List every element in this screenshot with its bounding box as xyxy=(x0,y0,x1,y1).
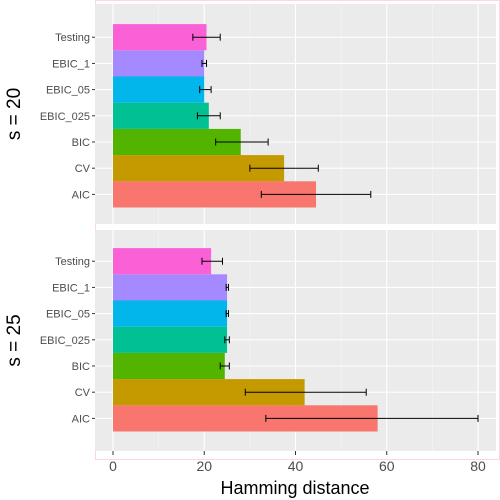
error-bar-ebic_025 xyxy=(196,112,221,120)
panels-layer: AIC CV BIC EBIC_025 EBIC_05 EBIC_1 Testing s = … xyxy=(4,4,496,451)
x-axis: 0 20 40 60 80 xyxy=(109,451,486,474)
x-axis-title: Hamming distance xyxy=(220,478,369,498)
error-bar-bic xyxy=(219,362,230,370)
y-tick-label: AIC xyxy=(72,413,90,425)
bar-ebic_05 xyxy=(113,76,205,103)
error-bar-ebic_1 xyxy=(225,283,229,291)
y-tick-label: EBIC_05 xyxy=(46,309,90,321)
bar-ebic_1 xyxy=(113,50,205,77)
error-bar-aic xyxy=(260,190,372,198)
x-tick-label: 60 xyxy=(379,458,395,474)
y-tick-label: CV xyxy=(75,163,91,175)
bar-bic xyxy=(113,352,225,380)
error-bar-ebic_025 xyxy=(224,336,230,344)
x-tick-label: 40 xyxy=(288,458,304,474)
y-tick-label: BIC xyxy=(72,137,90,149)
bar-ebic_025 xyxy=(113,102,209,129)
y-tick-label: Testing xyxy=(55,256,90,268)
y-tick-label: EBIC_025 xyxy=(40,335,90,347)
y-tick-label: Testing xyxy=(55,32,90,44)
y-tick-label: CV xyxy=(75,387,91,399)
error-bar-cv xyxy=(244,388,367,396)
facet-label: s = 25 xyxy=(4,314,25,366)
x-tick-label: 80 xyxy=(470,458,486,474)
x-tick-label: 20 xyxy=(196,458,212,474)
facet-panel: AIC CV BIC EBIC_025 EBIC_05 EBIC_1 Testing s = … xyxy=(4,4,496,224)
facet-panel: AIC CV BIC EBIC_025 EBIC_05 EBIC_1 Testing s = … xyxy=(4,230,496,451)
facet-label: s = 20 xyxy=(4,88,25,140)
error-bar-aic xyxy=(265,414,479,422)
error-bar-bic xyxy=(215,138,269,146)
y-tick-label: EBIC_1 xyxy=(52,58,90,70)
bar-ebic_025 xyxy=(113,326,228,353)
y-tick-label: BIC xyxy=(72,361,90,373)
error-bar-testing xyxy=(192,33,221,41)
error-bar-ebic_05 xyxy=(199,86,212,94)
bar-testing xyxy=(113,248,212,275)
error-bar-cv xyxy=(249,164,319,172)
y-tick-label: EBIC_025 xyxy=(40,111,90,123)
error-bar-ebic_05 xyxy=(225,310,229,318)
x-tick-label: 0 xyxy=(109,458,117,474)
y-tick-label: AIC xyxy=(72,189,90,201)
bar-ebic_1 xyxy=(113,274,228,301)
bar-ebic_05 xyxy=(113,300,228,327)
y-tick-label: EBIC_1 xyxy=(52,282,90,294)
error-bar-testing xyxy=(201,257,223,265)
bar-testing xyxy=(113,24,207,51)
y-tick-label: EBIC_05 xyxy=(46,85,90,97)
error-bar-ebic_1 xyxy=(201,59,208,67)
